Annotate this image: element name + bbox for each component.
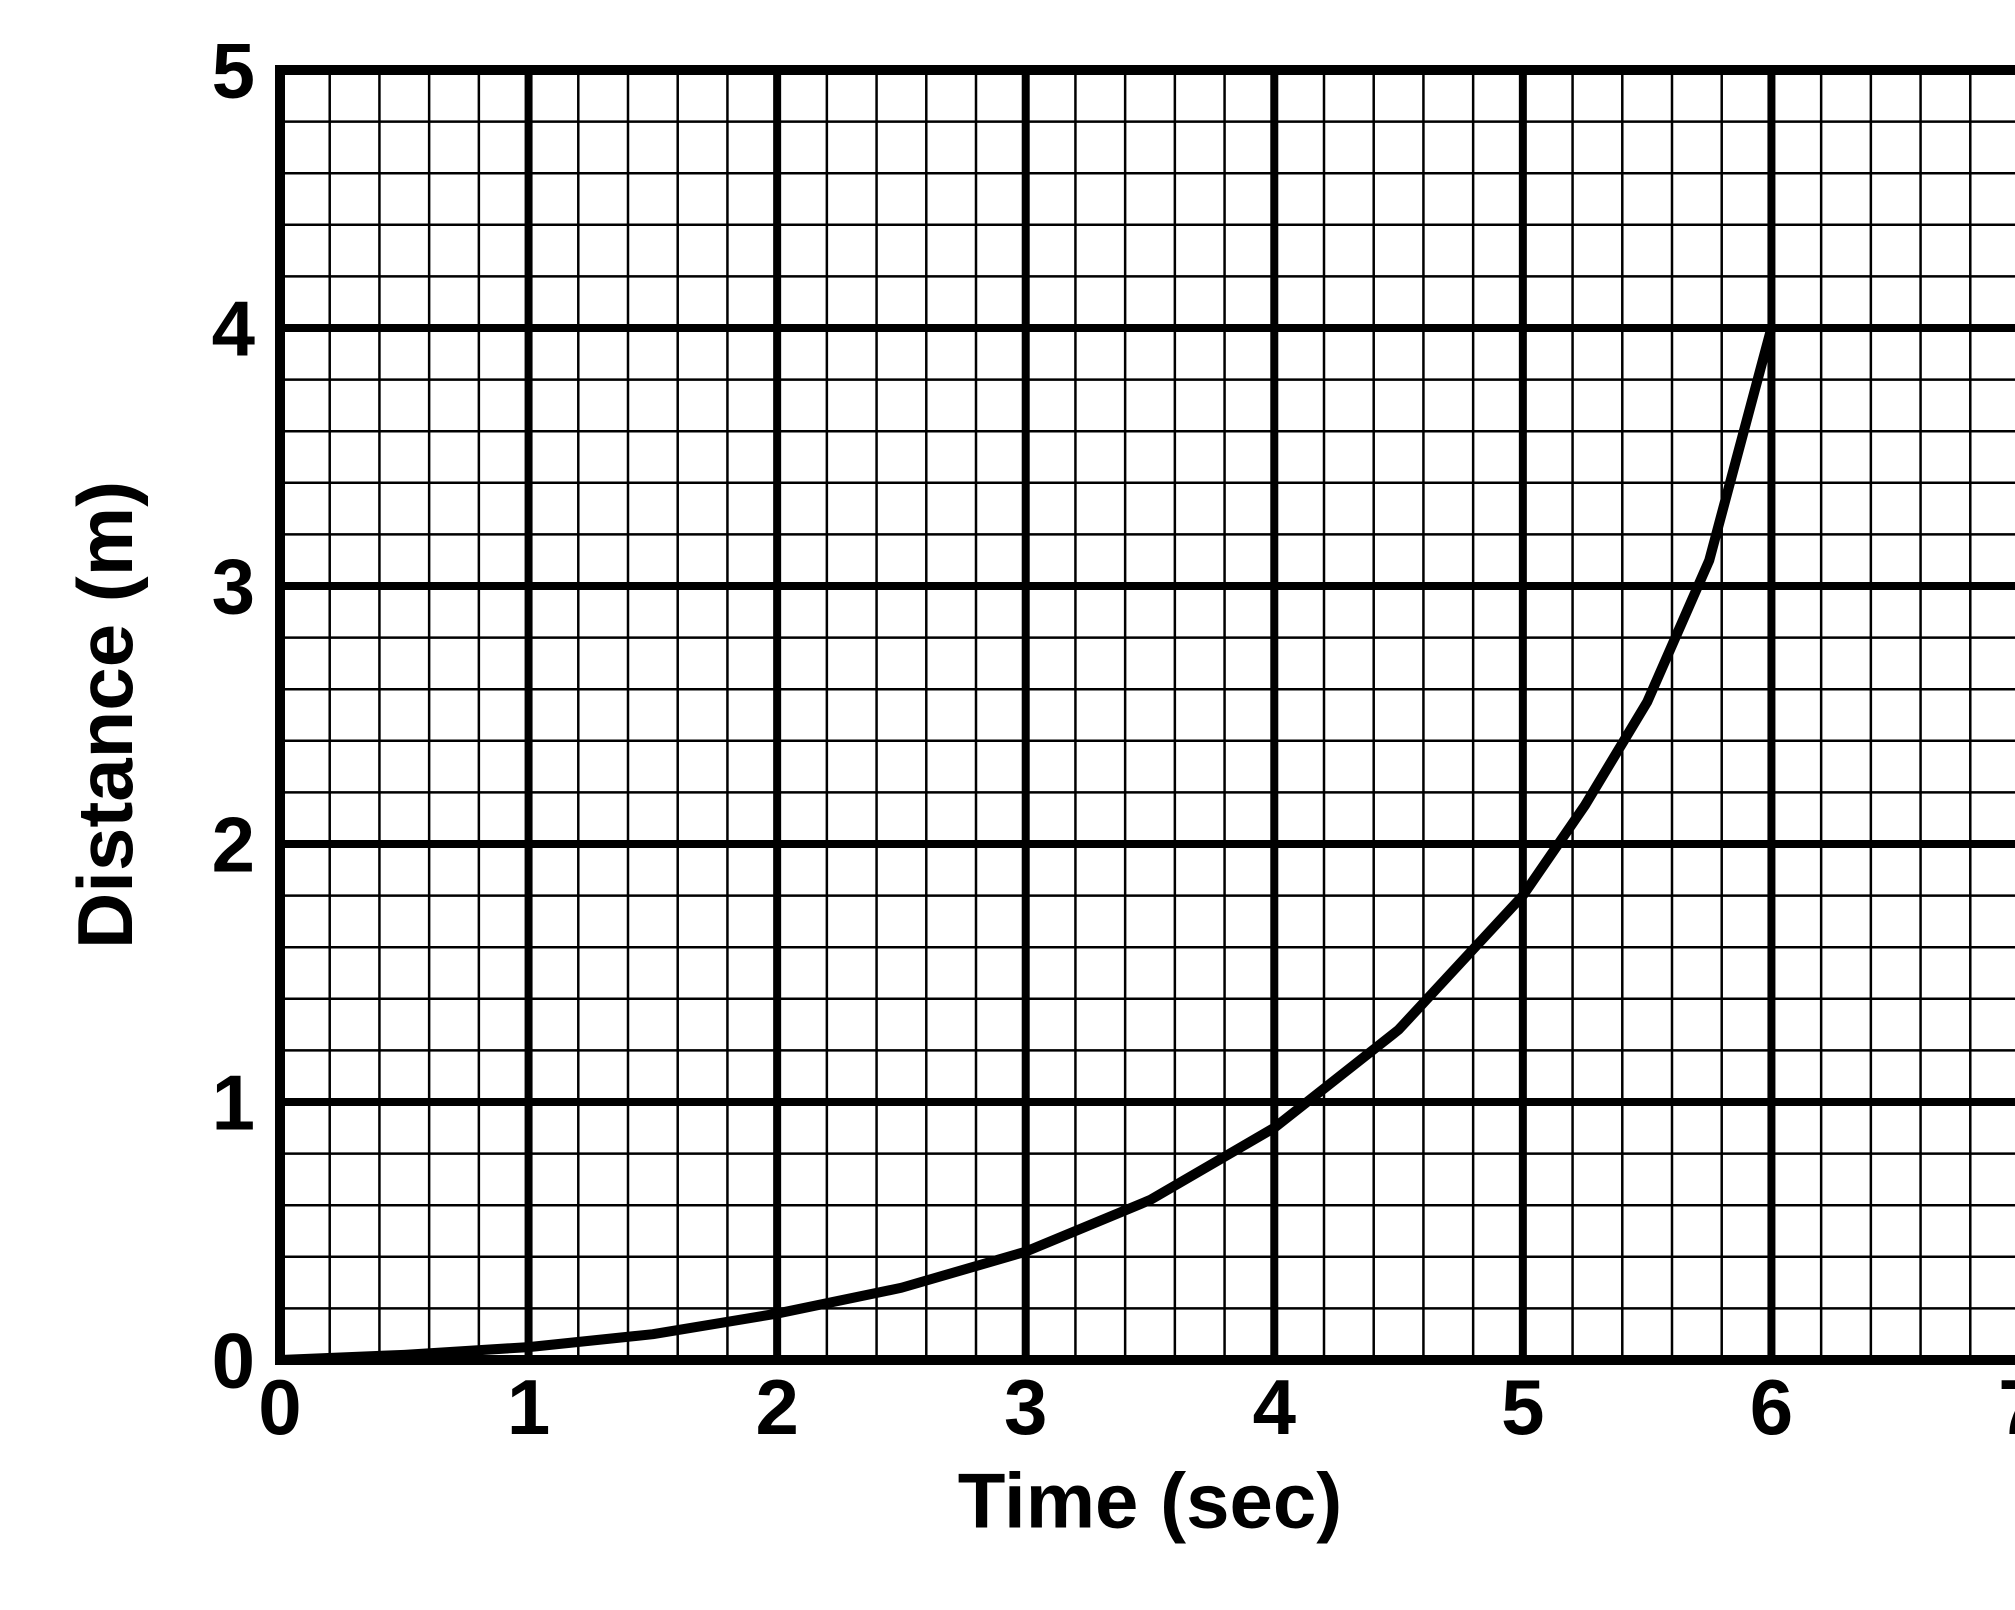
y-tick-label: 1 xyxy=(212,1058,255,1146)
x-tick-label: 1 xyxy=(507,1363,550,1451)
x-tick-label: 2 xyxy=(755,1363,798,1451)
x-tick-label: 4 xyxy=(1253,1363,1296,1451)
x-tick-label: 5 xyxy=(1501,1363,1544,1451)
y-tick-label: 0 xyxy=(212,1316,255,1404)
y-tick-label: 4 xyxy=(212,284,255,372)
y-tick-label: 5 xyxy=(212,40,255,114)
x-tick-label: 7 xyxy=(1998,1363,2015,1451)
y-axis-label: Distance (m) xyxy=(61,481,149,949)
x-axis-label: Time (sec) xyxy=(958,1457,1342,1545)
y-tick-label: 3 xyxy=(212,542,255,630)
x-tick-label: 6 xyxy=(1750,1363,1793,1451)
y-tick-label: 2 xyxy=(212,800,255,888)
chart-svg: 0 1 2 3 4 5 6 7 0 1 2 3 4 5 Time (sec) Distance (m) xyxy=(40,40,2015,1570)
distance-time-chart: 0 1 2 3 4 5 6 7 0 1 2 3 4 5 Time (sec) Distance (m) xyxy=(40,40,2015,1570)
x-tick-label: 3 xyxy=(1004,1363,1047,1451)
x-tick-label: 0 xyxy=(258,1363,301,1451)
